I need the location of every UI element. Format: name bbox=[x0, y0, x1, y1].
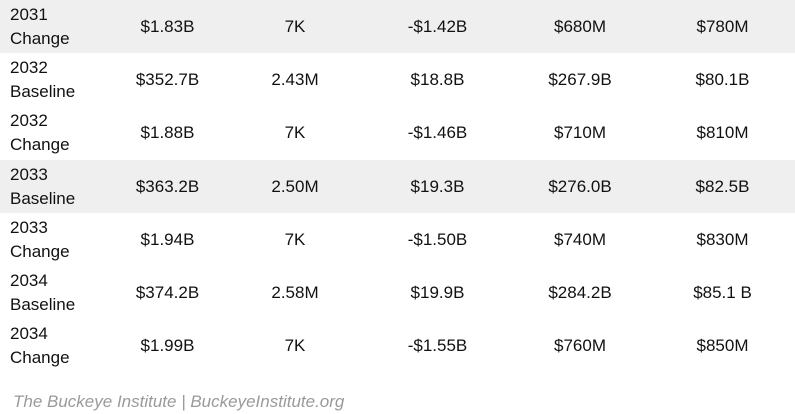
table-cell: 7K bbox=[225, 0, 365, 54]
table-cell: $1.83B bbox=[110, 0, 225, 54]
table-cell: $810M bbox=[650, 106, 795, 160]
row-kind: Change bbox=[10, 241, 70, 261]
row-kind: Change bbox=[10, 28, 70, 48]
table-cell: $1.99B bbox=[110, 319, 225, 374]
table-row: 2032 Baseline $352.7B 2.43M $18.8B $267.… bbox=[0, 53, 795, 107]
row-kind: Baseline bbox=[10, 81, 76, 101]
table-row: 2033 Change $1.94B 7K -$1.50B $740M $830… bbox=[0, 213, 795, 267]
table-cell: -$1.42B bbox=[365, 0, 510, 54]
table-cell: $276.0B bbox=[510, 159, 650, 214]
table-cell: $18.8B bbox=[365, 53, 510, 107]
row-year: 2033 bbox=[10, 164, 48, 184]
table-row: 2031 Change $1.83B 7K -$1.42B $680M $780… bbox=[0, 0, 795, 54]
table-cell: $760M bbox=[510, 319, 650, 374]
table-cell: $374.2B bbox=[110, 266, 225, 320]
row-kind: Baseline bbox=[10, 188, 76, 208]
table-cell: $710M bbox=[510, 106, 650, 160]
row-year: 2033 bbox=[10, 217, 48, 237]
row-year: 2034 bbox=[10, 271, 48, 291]
table-cell: $850M bbox=[650, 319, 795, 374]
row-kind: Change bbox=[10, 348, 70, 368]
row-year: 2031 bbox=[10, 4, 48, 24]
table-cell: $740M bbox=[510, 213, 650, 267]
table-cell: $267.9B bbox=[510, 53, 650, 107]
table-cell: 7K bbox=[225, 213, 365, 267]
table-cell: $85.1 B bbox=[650, 266, 795, 320]
table-cell: -$1.46B bbox=[365, 106, 510, 160]
row-label: 2034 Baseline bbox=[0, 266, 110, 320]
table-cell: $80.1B bbox=[650, 53, 795, 107]
row-label: 2033 Change bbox=[0, 213, 110, 267]
row-kind: Change bbox=[10, 135, 70, 155]
table-cell: $830M bbox=[650, 213, 795, 267]
table-cell: $82.5B bbox=[650, 159, 795, 214]
table-cell: $1.88B bbox=[110, 106, 225, 160]
table-cell: $352.7B bbox=[110, 53, 225, 107]
row-year: 2032 bbox=[10, 111, 48, 131]
data-table: 2031 Change $1.83B 7K -$1.42B $680M $780… bbox=[0, 0, 795, 374]
table-row: 2032 Change $1.88B 7K -$1.46B $710M $810… bbox=[0, 106, 795, 160]
table-cell: $19.9B bbox=[365, 266, 510, 320]
row-label: 2034 Change bbox=[0, 319, 110, 374]
table-cell: -$1.50B bbox=[365, 213, 510, 267]
row-label: 2033 Baseline bbox=[0, 159, 110, 214]
table-cell: 7K bbox=[225, 106, 365, 160]
table-cell: $1.94B bbox=[110, 213, 225, 267]
row-label: 2031 Change bbox=[0, 0, 110, 54]
table-cell: -$1.55B bbox=[365, 319, 510, 374]
row-label: 2032 Change bbox=[0, 106, 110, 160]
table-cell: $780M bbox=[650, 0, 795, 54]
table-cell: $363.2B bbox=[110, 159, 225, 214]
row-year: 2034 bbox=[10, 324, 48, 344]
source-note: The Buckeye Institute | BuckeyeInstitute… bbox=[13, 392, 345, 411]
row-label: 2032 Baseline bbox=[0, 53, 110, 107]
table-cell: 2.43M bbox=[225, 53, 365, 107]
table-row: 2033 Baseline $363.2B 2.50M $19.3B $276.… bbox=[0, 159, 795, 214]
table-cell: $680M bbox=[510, 0, 650, 54]
row-kind: Baseline bbox=[10, 295, 76, 315]
table-cell: 2.50M bbox=[225, 159, 365, 214]
table-cell: $19.3B bbox=[365, 159, 510, 214]
table-cell: 2.58M bbox=[225, 266, 365, 320]
table-cell: $284.2B bbox=[510, 266, 650, 320]
row-year: 2032 bbox=[10, 57, 48, 77]
table-row: 2034 Change $1.99B 7K -$1.55B $760M $850… bbox=[0, 319, 795, 374]
table-cell: 7K bbox=[225, 319, 365, 374]
table-row: 2034 Baseline $374.2B 2.58M $19.9B $284.… bbox=[0, 266, 795, 320]
